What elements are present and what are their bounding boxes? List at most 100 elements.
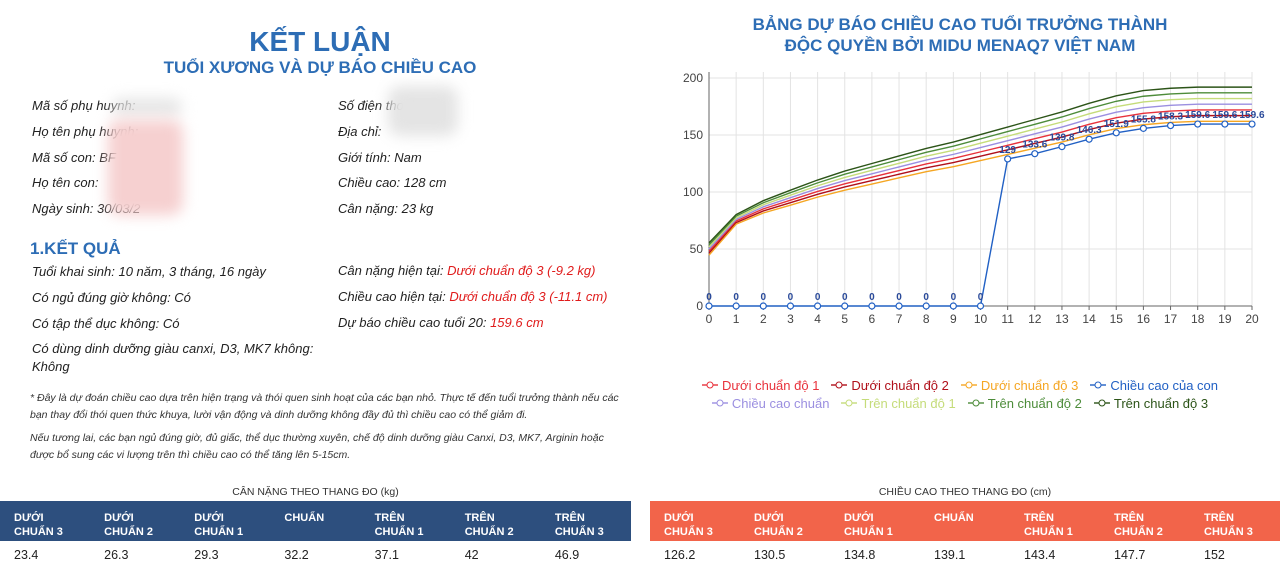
value-cell: 26.3 (104, 548, 129, 562)
legend-label: Dưới chuẩn độ 1 (721, 378, 820, 393)
legend-icon (831, 381, 848, 389)
y-tick-label: 100 (683, 185, 703, 199)
data-label: 0 (761, 292, 767, 303)
data-point (1248, 120, 1256, 128)
data-point (759, 302, 767, 310)
header-cell: TRÊN CHUẨN 1 (1024, 512, 1073, 538)
legend-swatch (1098, 399, 1106, 407)
x-tick-label: 5 (841, 312, 848, 326)
legend-swatch (965, 381, 973, 389)
legend-label: Trên chuẩn độ 3 (1113, 396, 1209, 411)
data-label: 159.6 (1239, 110, 1264, 121)
legend-icon (1090, 381, 1107, 389)
data-point (1085, 135, 1093, 143)
data-label: 155.8 (1131, 114, 1156, 125)
data-point (1221, 120, 1229, 128)
legend-label: Chiều cao của con (1110, 378, 1219, 393)
table-header: DƯỚI CHUẨN 3 DƯỚI CHUẨN 2 DƯỚI CHUẨN 1 CHUẨ… (650, 501, 1280, 541)
data-point (922, 302, 930, 310)
data-label: 151.9 (1104, 119, 1129, 130)
data-label: 0 (896, 292, 902, 303)
data-label: 0 (978, 292, 984, 303)
series-line (708, 86, 1252, 244)
result-value: Dưới chuẩn độ 3 (-9.2 kg) (447, 263, 596, 278)
header-cell: DƯỚI CHUẨN 3 (664, 512, 713, 538)
header-cell: TRÊN CHUẨN 3 (1204, 512, 1253, 538)
value-cell: 143.4 (1024, 548, 1056, 562)
legend-icon (841, 399, 858, 407)
result-row: Cân nặng hiện tại: Dưới chuẩn độ 3 (-9.2… (338, 263, 596, 278)
blur (388, 86, 458, 136)
blur (112, 98, 182, 116)
result-item: Có ngủ đúng giờ không: Có (32, 290, 191, 305)
x-tick-label: 1 (733, 312, 740, 326)
data-point (1031, 150, 1039, 158)
data-label: 0 (788, 292, 794, 303)
result-item: Có dùng dinh dưỡng giàu canxi, D3, MK7 k… (32, 341, 314, 374)
data-label: 0 (951, 292, 957, 303)
table-title: CHIỀU CAO THEO THANG ĐO (cm) (878, 486, 1052, 498)
value-cell: 29.3 (194, 548, 219, 562)
result-row: Dự báo chiều cao tuổi 20: 159.6 cm (338, 315, 544, 330)
data-point (868, 302, 876, 310)
data-label: 0 (733, 292, 739, 303)
legend-item: Chiều cao của con (1090, 377, 1218, 395)
data-label: 0 (869, 292, 875, 303)
result-value: 159.6 cm (490, 315, 544, 330)
value-cell: 42 (464, 548, 479, 562)
legend-label: Dưới chuẩn độ 2 (851, 378, 949, 393)
y-tick-label: 0 (696, 299, 703, 313)
data-label: 129 (999, 145, 1016, 156)
value-cell: 32.2 (284, 548, 309, 562)
legend-swatch (706, 381, 714, 389)
header-cell: TRÊN CHUẨN 1 (374, 512, 424, 538)
data-label: 0 (842, 292, 848, 303)
legend-label: Dưới chuẩn độ 3 (980, 378, 1079, 393)
series-line (708, 92, 1252, 246)
legend-swatch (1094, 381, 1102, 389)
data-point (976, 302, 985, 310)
info-field: Địa chỉ: (338, 124, 382, 139)
header-cell: TRÊN CHUẨN 2 (1114, 512, 1163, 538)
chart: BẢNG DỰ BÁO CHIỀU CAO TUỔI TRƯỞNG THÀNH … (683, 15, 1265, 326)
x-tick-label: 13 (1055, 312, 1069, 326)
legend-icon (701, 381, 718, 389)
result-label: Dự báo chiều cao tuổi 20: (338, 315, 487, 330)
legend-swatch (835, 381, 843, 389)
value-cell: 37.1 (374, 548, 399, 562)
data-label: 158.3 (1158, 112, 1183, 123)
info-field: Mã số con: BF (32, 150, 116, 165)
info-field: Họ tên con: (32, 175, 99, 190)
data-label: 146.3 (1077, 125, 1102, 136)
blur (108, 120, 183, 215)
header-cell: DƯỚI CHUẨN 2 (104, 512, 154, 538)
data-label: 0 (923, 292, 929, 303)
legend-swatch (716, 399, 724, 407)
y-tick-label: 50 (690, 242, 704, 256)
x-tick-label: 9 (950, 312, 957, 326)
info-field: Mã số phụ huynh: (32, 98, 136, 113)
legend-swatch (972, 399, 980, 407)
x-tick-label: 6 (869, 312, 876, 326)
chart-title: BẢNG DỰ BÁO CHIỀU CAO TUỔI TRƯỞNG THÀNH (753, 15, 1168, 34)
x-tick-label: 20 (1245, 312, 1259, 326)
data-label: 139.8 (1049, 133, 1074, 144)
legend-icon (711, 399, 728, 407)
series-line (708, 109, 1252, 252)
value-cell: 139.1 (934, 548, 966, 562)
data-point (1139, 124, 1148, 132)
series-line (708, 120, 1252, 256)
x-tick-label: 11 (1001, 312, 1014, 326)
header-cell: DƯỚI CHUẨN 1 (194, 512, 244, 538)
legend-item: Chiều cao chuẩn (711, 395, 829, 413)
legend-item: Dưới chuẩn độ 1 (701, 377, 820, 395)
data-point (841, 302, 849, 310)
note: Nếu tương lai, các bạn ngủ đúng giờ, đủ … (30, 432, 604, 461)
legend-item: Trên chuẩn độ 2 (967, 395, 1082, 413)
data-point (949, 302, 957, 310)
data-point (1194, 120, 1202, 128)
info-field: Cân nặng: 23 kg (338, 201, 434, 216)
series-line (708, 114, 1252, 254)
